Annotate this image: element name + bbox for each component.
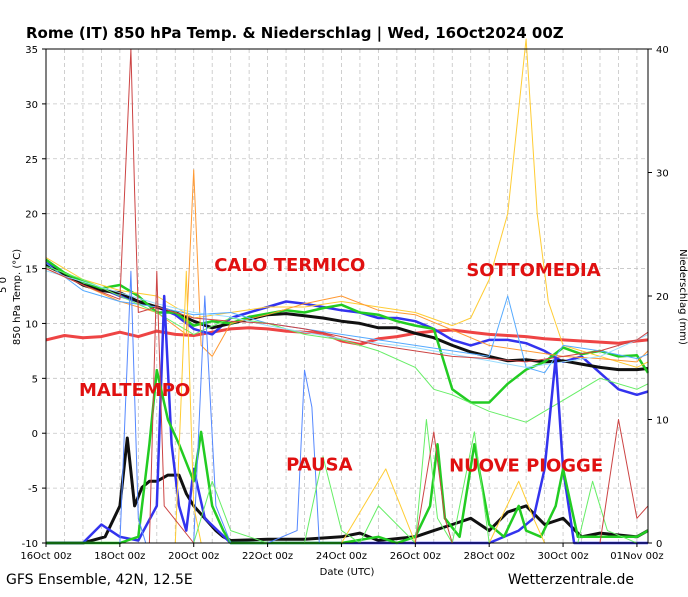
x-tick-label: 26Oct 00z — [390, 551, 441, 562]
annotation-label: NUOVE PIOGGE — [449, 456, 603, 477]
y-left-tick-label: 20 — [25, 210, 38, 221]
series-line-precip — [46, 270, 649, 544]
x-axis-label: Date (UTC) — [320, 567, 375, 578]
series-line-precip — [46, 270, 648, 544]
series-line-precip — [46, 270, 648, 544]
y-left-tick-label: 30 — [25, 100, 38, 111]
x-tick-label: 18Oct 00z — [94, 551, 145, 562]
series-group — [45, 38, 650, 545]
y-right-tick-label: 20 — [656, 292, 669, 303]
footer-site: Wetterzentrale.de — [508, 572, 634, 588]
y-left-tick-label: -10 — [22, 539, 38, 550]
axis-ticks: 16Oct 00z 18Oct 00z 20Oct 00z 22Oct 00z 24Oc… — [20, 45, 668, 562]
annotation-label: SOTTOMEDIA — [466, 260, 600, 281]
x-tick-label: 28Oct 00z — [464, 551, 515, 562]
x-tick-label: 30Oct 00z — [537, 551, 588, 562]
annotation-label: MALTEMPO — [79, 380, 190, 401]
y-left-tick-label: -5 — [28, 484, 38, 495]
plot-frame — [45, 48, 649, 544]
series-line-precip — [46, 436, 649, 545]
y-right-tick-label: 40 — [656, 45, 669, 56]
x-tick-label: 20Oct 00z — [168, 551, 219, 562]
y-right-tick-label: 30 — [656, 169, 669, 180]
y-left-tick-label: 10 — [25, 319, 38, 330]
y-right-tick-label: 10 — [656, 416, 669, 427]
y-left-tick-label: 5 — [32, 374, 38, 385]
footer-source: GFS Ensemble, 42N, 12.5E — [6, 572, 193, 588]
y-axis-label-left: 850 hPa Temp. (°C) — [12, 249, 23, 345]
annotation-label: CALO TERMICO — [214, 255, 365, 276]
annotations: CALO TERMICO SOTTOMEDIA MALTEMPO PAUSA NUOVE… — [79, 255, 603, 477]
series-line-member — [45, 48, 649, 363]
x-tick-label: 16Oct 00z — [20, 551, 71, 562]
x-tick-label: 24Oct 00z — [316, 551, 367, 562]
chart-title: Rome (IT) 850 hPa Temp. & Niederschlag |… — [26, 24, 564, 43]
x-tick-label: 22Oct 00z — [242, 551, 293, 562]
y-axis-label-right: Niederschlag (mm) — [677, 249, 688, 345]
series-line-member — [45, 265, 649, 423]
y-axis-label-left-extra: 5 0 — [0, 277, 9, 293]
y-left-tick-label: 25 — [25, 155, 38, 166]
plot-area — [45, 48, 649, 544]
series-line-member — [45, 38, 649, 368]
series-line-precip — [46, 368, 649, 545]
y-left-tick-label: 0 — [32, 429, 38, 440]
y-left-tick-label: 15 — [25, 265, 38, 276]
y-right-tick-label: 0 — [656, 539, 662, 550]
y-left-tick-label: 35 — [25, 45, 38, 56]
annotation-label: PAUSA — [286, 455, 352, 476]
x-tick-label: 01Nov 00z — [610, 551, 663, 562]
